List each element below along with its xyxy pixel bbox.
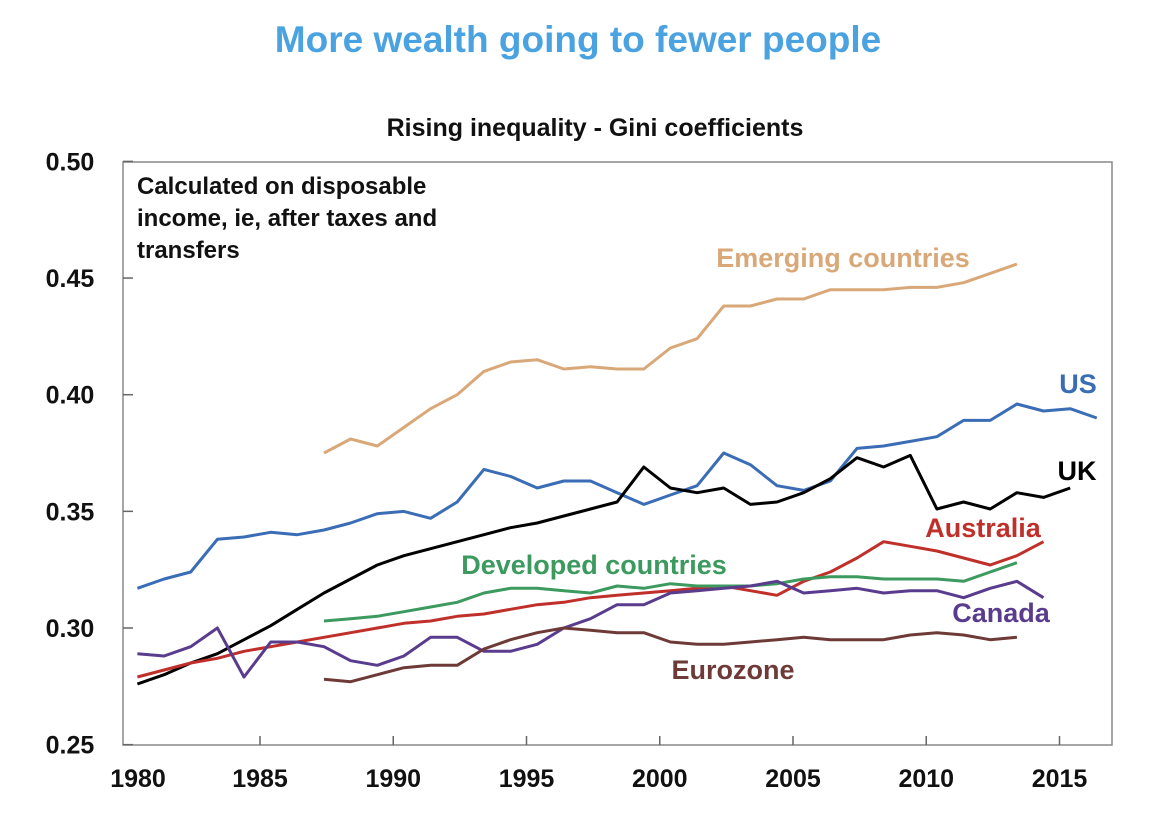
plot-frame xyxy=(122,161,1113,746)
series-line-eurozone xyxy=(323,626,1018,684)
y-tick-label: 0.40 xyxy=(46,382,95,410)
series-emerging-countries xyxy=(323,262,1018,455)
series-line-uk xyxy=(136,453,1071,686)
series-label-uk: UK xyxy=(1058,456,1097,486)
x-tick-label: 2015 xyxy=(1032,765,1088,793)
series-canada xyxy=(137,579,1045,679)
y-tick-label: 0.50 xyxy=(46,148,95,176)
series-line-us xyxy=(136,402,1098,590)
x-tick-label: 1980 xyxy=(110,765,166,793)
series-line-australia xyxy=(137,540,1045,679)
series-label-developed-countries: Developed countries xyxy=(461,550,727,580)
x-tick-label: 2000 xyxy=(632,765,688,793)
annotation-line: income, ie, after taxes and xyxy=(137,205,437,232)
series-label-australia: Australia xyxy=(925,513,1042,543)
series-line-emerging-countries xyxy=(323,262,1018,455)
series-line-canada xyxy=(137,579,1045,679)
annotation-line: transfers xyxy=(137,237,240,264)
x-tick-label: 1995 xyxy=(499,765,555,793)
x-tick-label: 2005 xyxy=(765,765,821,793)
series-label-eurozone: Eurozone xyxy=(671,655,794,685)
series-us xyxy=(136,402,1098,590)
series-label-emerging-countries: Emerging countries xyxy=(716,243,970,273)
series-uk xyxy=(136,453,1071,686)
x-tick-label: 1990 xyxy=(365,765,421,793)
x-tick-label: 2010 xyxy=(898,765,954,793)
x-tick-label: 1985 xyxy=(232,765,288,793)
y-tick-label: 0.25 xyxy=(46,732,95,760)
y-tick-label: 0.30 xyxy=(46,615,95,643)
series-label-us: US xyxy=(1059,369,1097,399)
annotation-line: Calculated on disposable xyxy=(137,173,426,200)
annotation: Calculated on disposable income, ie, aft… xyxy=(137,173,437,264)
series-line-developed-countries xyxy=(323,561,1018,623)
series-eurozone xyxy=(323,626,1018,684)
series-australia xyxy=(137,540,1045,679)
y-tick-label: 0.45 xyxy=(46,265,95,293)
page-title: More wealth going to fewer people xyxy=(275,19,881,60)
y-tick-label: 0.35 xyxy=(46,498,95,526)
chart-title: Rising inequality - Gini coefficients xyxy=(387,114,804,142)
series-label-canada: Canada xyxy=(952,598,1051,628)
series-developed-countries xyxy=(323,561,1018,623)
